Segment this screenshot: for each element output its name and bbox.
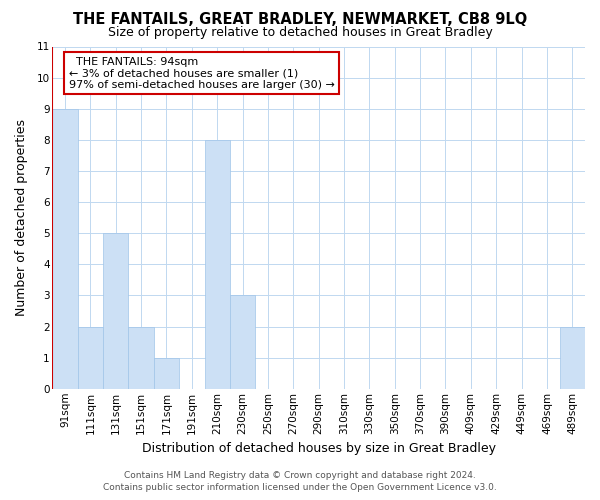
- Bar: [78, 326, 103, 389]
- Bar: [230, 296, 255, 389]
- Text: Contains HM Land Registry data © Crown copyright and database right 2024.
Contai: Contains HM Land Registry data © Crown c…: [103, 471, 497, 492]
- Bar: [560, 326, 585, 389]
- Bar: [154, 358, 179, 389]
- X-axis label: Distribution of detached houses by size in Great Bradley: Distribution of detached houses by size …: [142, 442, 496, 455]
- Y-axis label: Number of detached properties: Number of detached properties: [15, 119, 28, 316]
- Bar: [205, 140, 230, 389]
- Text: THE FANTAILS, GREAT BRADLEY, NEWMARKET, CB8 9LQ: THE FANTAILS, GREAT BRADLEY, NEWMARKET, …: [73, 12, 527, 28]
- Bar: [103, 233, 128, 389]
- Text: Size of property relative to detached houses in Great Bradley: Size of property relative to detached ho…: [107, 26, 493, 39]
- Bar: [52, 108, 78, 389]
- Text: THE FANTAILS: 94sqm
← 3% of detached houses are smaller (1)
97% of semi-detached: THE FANTAILS: 94sqm ← 3% of detached hou…: [68, 57, 334, 90]
- Bar: [128, 326, 154, 389]
